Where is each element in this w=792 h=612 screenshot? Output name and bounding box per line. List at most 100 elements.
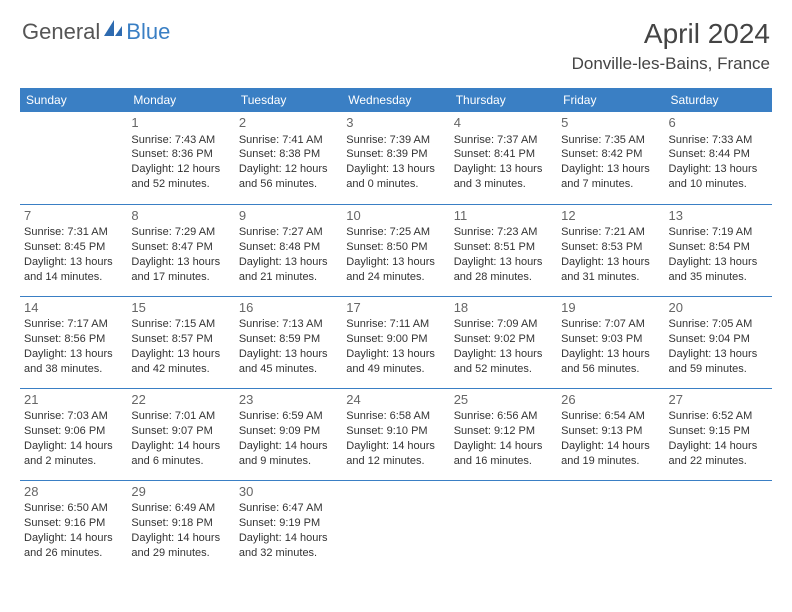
calendar-cell: 18Sunrise: 7:09 AMSunset: 9:02 PMDayligh… [450,296,557,388]
sunrise-line: Sunrise: 7:15 AM [131,317,230,332]
calendar-row: 28Sunrise: 6:50 AMSunset: 9:16 PMDayligh… [20,480,772,572]
sunrise-line: Sunrise: 7:37 AM [454,133,553,148]
day-number: 1 [131,114,230,132]
sunrise-line: Sunrise: 7:05 AM [669,317,768,332]
weekday-header: Sunday [20,88,127,112]
logo-sail-icon [102,18,124,45]
location-label: Donville-les-Bains, France [572,54,770,74]
dl2-line: and 21 minutes. [239,270,338,285]
sunset-line: Sunset: 8:36 PM [131,147,230,162]
calendar-cell: 30Sunrise: 6:47 AMSunset: 9:19 PMDayligh… [235,480,342,572]
day-number: 22 [131,391,230,409]
sunrise-line: Sunrise: 6:56 AM [454,409,553,424]
sunrise-line: Sunrise: 7:13 AM [239,317,338,332]
dl1-line: Daylight: 13 hours [239,255,338,270]
day-number: 21 [24,391,123,409]
dl1-line: Daylight: 13 hours [131,255,230,270]
calendar-cell: 8Sunrise: 7:29 AMSunset: 8:47 PMDaylight… [127,204,234,296]
dl2-line: and 49 minutes. [346,362,445,377]
dl2-line: and 32 minutes. [239,546,338,561]
dl2-line: and 16 minutes. [454,454,553,469]
calendar-cell: 22Sunrise: 7:01 AMSunset: 9:07 PMDayligh… [127,388,234,480]
day-number: 6 [669,114,768,132]
calendar-cell [342,480,449,572]
day-number: 24 [346,391,445,409]
sunset-line: Sunset: 8:39 PM [346,147,445,162]
calendar-cell: 3Sunrise: 7:39 AMSunset: 8:39 PMDaylight… [342,112,449,204]
dl2-line: and 10 minutes. [669,177,768,192]
sunrise-line: Sunrise: 7:19 AM [669,225,768,240]
sunset-line: Sunset: 8:54 PM [669,240,768,255]
dl2-line: and 35 minutes. [669,270,768,285]
calendar-cell: 10Sunrise: 7:25 AMSunset: 8:50 PMDayligh… [342,204,449,296]
day-number: 17 [346,299,445,317]
sunset-line: Sunset: 8:47 PM [131,240,230,255]
dl2-line: and 38 minutes. [24,362,123,377]
calendar-cell [665,480,772,572]
dl1-line: Daylight: 14 hours [239,531,338,546]
dl2-line: and 29 minutes. [131,546,230,561]
calendar-row: 7Sunrise: 7:31 AMSunset: 8:45 PMDaylight… [20,204,772,296]
dl2-line: and 56 minutes. [239,177,338,192]
sunrise-line: Sunrise: 7:35 AM [561,133,660,148]
dl1-line: Daylight: 14 hours [24,439,123,454]
calendar-cell [557,480,664,572]
day-number: 25 [454,391,553,409]
sunrise-line: Sunrise: 6:49 AM [131,501,230,516]
sunrise-line: Sunrise: 7:41 AM [239,133,338,148]
day-number: 23 [239,391,338,409]
day-number: 8 [131,207,230,225]
calendar-body: 1Sunrise: 7:43 AMSunset: 8:36 PMDaylight… [20,112,772,572]
dl2-line: and 14 minutes. [24,270,123,285]
sunrise-line: Sunrise: 7:29 AM [131,225,230,240]
day-number: 14 [24,299,123,317]
day-number: 28 [24,483,123,501]
calendar-cell: 26Sunrise: 6:54 AMSunset: 9:13 PMDayligh… [557,388,664,480]
logo-text-general: General [22,19,100,45]
dl2-line: and 52 minutes. [454,362,553,377]
sunrise-line: Sunrise: 7:39 AM [346,133,445,148]
weekday-header: Saturday [665,88,772,112]
weekday-header: Friday [557,88,664,112]
day-number: 5 [561,114,660,132]
dl2-line: and 26 minutes. [24,546,123,561]
sunrise-line: Sunrise: 7:31 AM [24,225,123,240]
calendar-cell: 2Sunrise: 7:41 AMSunset: 8:38 PMDaylight… [235,112,342,204]
dl1-line: Daylight: 14 hours [669,439,768,454]
sunrise-line: Sunrise: 7:01 AM [131,409,230,424]
dl1-line: Daylight: 13 hours [24,347,123,362]
dl2-line: and 0 minutes. [346,177,445,192]
dl2-line: and 9 minutes. [239,454,338,469]
dl2-line: and 17 minutes. [131,270,230,285]
dl1-line: Daylight: 13 hours [669,162,768,177]
calendar-cell: 7Sunrise: 7:31 AMSunset: 8:45 PMDaylight… [20,204,127,296]
day-number: 16 [239,299,338,317]
sunset-line: Sunset: 9:10 PM [346,424,445,439]
calendar-cell: 1Sunrise: 7:43 AMSunset: 8:36 PMDaylight… [127,112,234,204]
day-number: 12 [561,207,660,225]
dl1-line: Daylight: 13 hours [346,347,445,362]
day-number: 4 [454,114,553,132]
sunset-line: Sunset: 9:04 PM [669,332,768,347]
logo: General Blue [22,18,170,45]
sunrise-line: Sunrise: 7:07 AM [561,317,660,332]
sunset-line: Sunset: 9:15 PM [669,424,768,439]
calendar-cell: 15Sunrise: 7:15 AMSunset: 8:57 PMDayligh… [127,296,234,388]
calendar-cell [20,112,127,204]
dl2-line: and 6 minutes. [131,454,230,469]
dl1-line: Daylight: 13 hours [346,255,445,270]
calendar-cell: 12Sunrise: 7:21 AMSunset: 8:53 PMDayligh… [557,204,664,296]
weekday-header: Monday [127,88,234,112]
sunrise-line: Sunrise: 7:27 AM [239,225,338,240]
calendar-cell: 25Sunrise: 6:56 AMSunset: 9:12 PMDayligh… [450,388,557,480]
dl2-line: and 3 minutes. [454,177,553,192]
day-number: 3 [346,114,445,132]
dl2-line: and 28 minutes. [454,270,553,285]
sunset-line: Sunset: 9:02 PM [454,332,553,347]
sunset-line: Sunset: 8:56 PM [24,332,123,347]
sunrise-line: Sunrise: 7:09 AM [454,317,553,332]
dl2-line: and 12 minutes. [346,454,445,469]
calendar-cell: 13Sunrise: 7:19 AMSunset: 8:54 PMDayligh… [665,204,772,296]
dl1-line: Daylight: 13 hours [346,162,445,177]
dl1-line: Daylight: 14 hours [346,439,445,454]
